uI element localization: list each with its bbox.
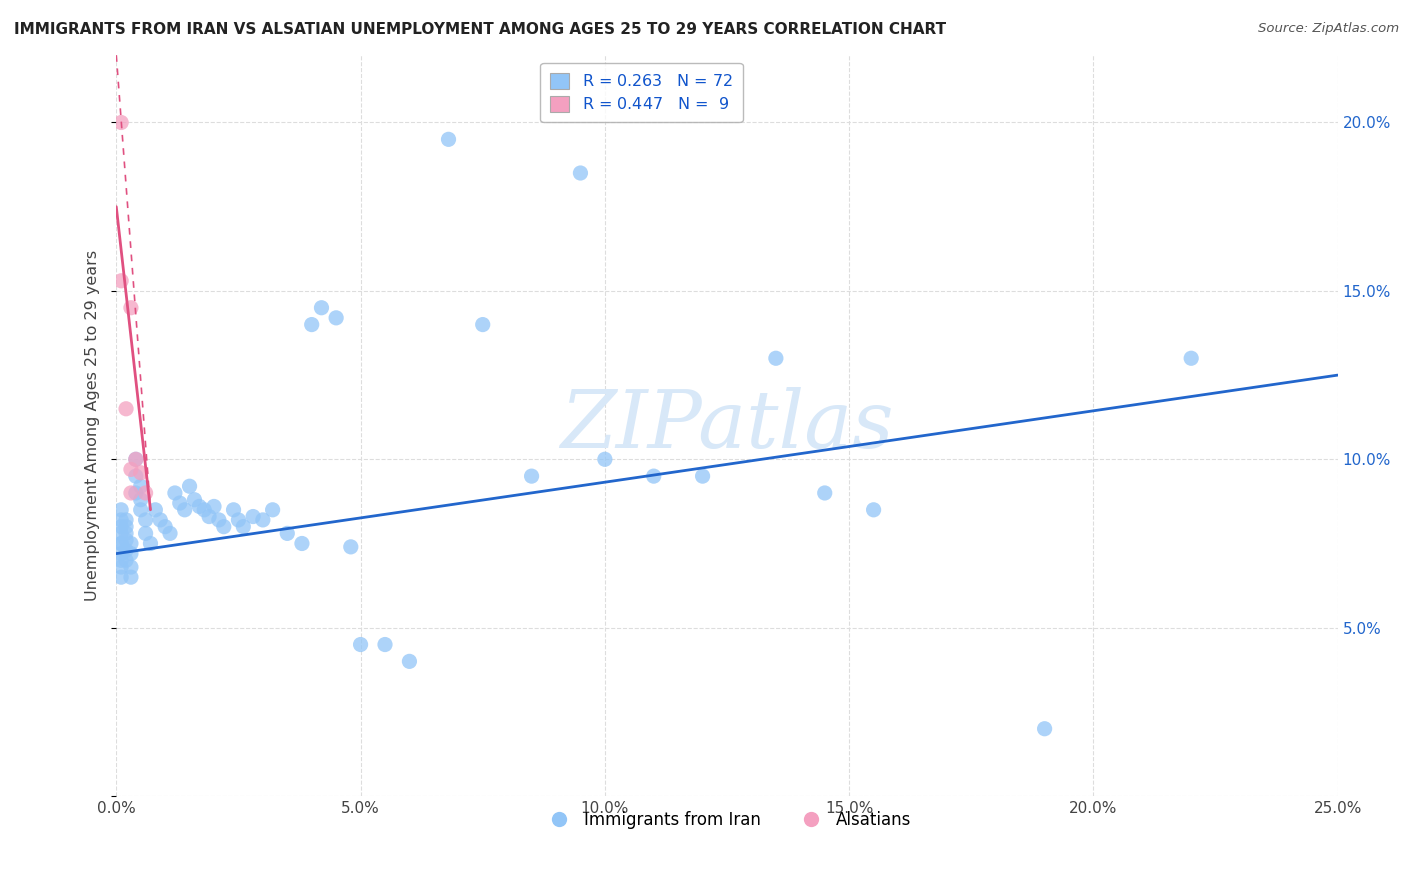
Y-axis label: Unemployment Among Ages 25 to 29 years: Unemployment Among Ages 25 to 29 years [86, 250, 100, 601]
Point [593, 452, 616, 467]
Point [135, 486, 157, 500]
Point [311, 301, 333, 315]
Point [110, 536, 132, 550]
Point [169, 496, 191, 510]
Point [110, 553, 132, 567]
Point [125, 452, 148, 467]
Point [135, 513, 157, 527]
Point [765, 351, 787, 366]
Legend: Immigrants from Iran, Alsatians: Immigrants from Iran, Alsatians [536, 805, 918, 836]
Point [163, 486, 186, 500]
Point [188, 500, 211, 514]
Point [437, 132, 460, 146]
Point [110, 560, 132, 574]
Point [110, 513, 132, 527]
Point [129, 479, 152, 493]
Point [179, 479, 201, 493]
Point [153, 519, 176, 533]
Point [129, 503, 152, 517]
Point [115, 526, 138, 541]
Point [198, 509, 221, 524]
Point [115, 543, 138, 558]
Point [349, 638, 371, 652]
Point [1180, 351, 1202, 366]
Point [862, 503, 884, 517]
Point [129, 466, 152, 480]
Point [398, 654, 420, 668]
Point [301, 318, 323, 332]
Point [120, 301, 142, 315]
Point [143, 503, 166, 517]
Point [569, 166, 592, 180]
Point [291, 536, 314, 550]
Point [120, 536, 142, 550]
Point [110, 526, 132, 541]
Point [325, 310, 347, 325]
Point [120, 560, 142, 574]
Point [643, 469, 665, 483]
Point [228, 513, 250, 527]
Point [125, 452, 148, 467]
Point [212, 519, 235, 533]
Point [115, 533, 138, 548]
Point [115, 519, 138, 533]
Point [520, 469, 543, 483]
Point [110, 519, 132, 533]
Point [115, 553, 138, 567]
Point [262, 503, 284, 517]
Point [110, 570, 132, 584]
Point [276, 526, 298, 541]
Point [129, 492, 152, 507]
Point [471, 318, 494, 332]
Point [149, 513, 172, 527]
Point [135, 526, 157, 541]
Text: Source: ZipAtlas.com: Source: ZipAtlas.com [1258, 22, 1399, 36]
Point [115, 401, 138, 416]
Point [120, 462, 142, 476]
Point [110, 274, 132, 288]
Point [242, 509, 264, 524]
Point [159, 526, 181, 541]
Point [208, 513, 231, 527]
Point [120, 570, 142, 584]
Point [692, 469, 714, 483]
Point [202, 500, 225, 514]
Point [120, 547, 142, 561]
Point [115, 513, 138, 527]
Point [139, 536, 162, 550]
Text: IMMIGRANTS FROM IRAN VS ALSATIAN UNEMPLOYMENT AMONG AGES 25 TO 29 YEARS CORRELAT: IMMIGRANTS FROM IRAN VS ALSATIAN UNEMPLO… [14, 22, 946, 37]
Point [125, 469, 148, 483]
Point [374, 638, 396, 652]
Point [814, 486, 837, 500]
Point [110, 536, 132, 550]
Point [1033, 722, 1056, 736]
Point [340, 540, 363, 554]
Point [252, 513, 274, 527]
Point [173, 503, 195, 517]
Point [183, 492, 205, 507]
Point [110, 547, 132, 561]
Point [110, 115, 132, 129]
Point [232, 519, 254, 533]
Point [120, 486, 142, 500]
Point [222, 503, 245, 517]
Point [193, 503, 215, 517]
Text: ZIPatlas: ZIPatlas [560, 387, 894, 465]
Point [110, 503, 132, 517]
Point [125, 486, 148, 500]
